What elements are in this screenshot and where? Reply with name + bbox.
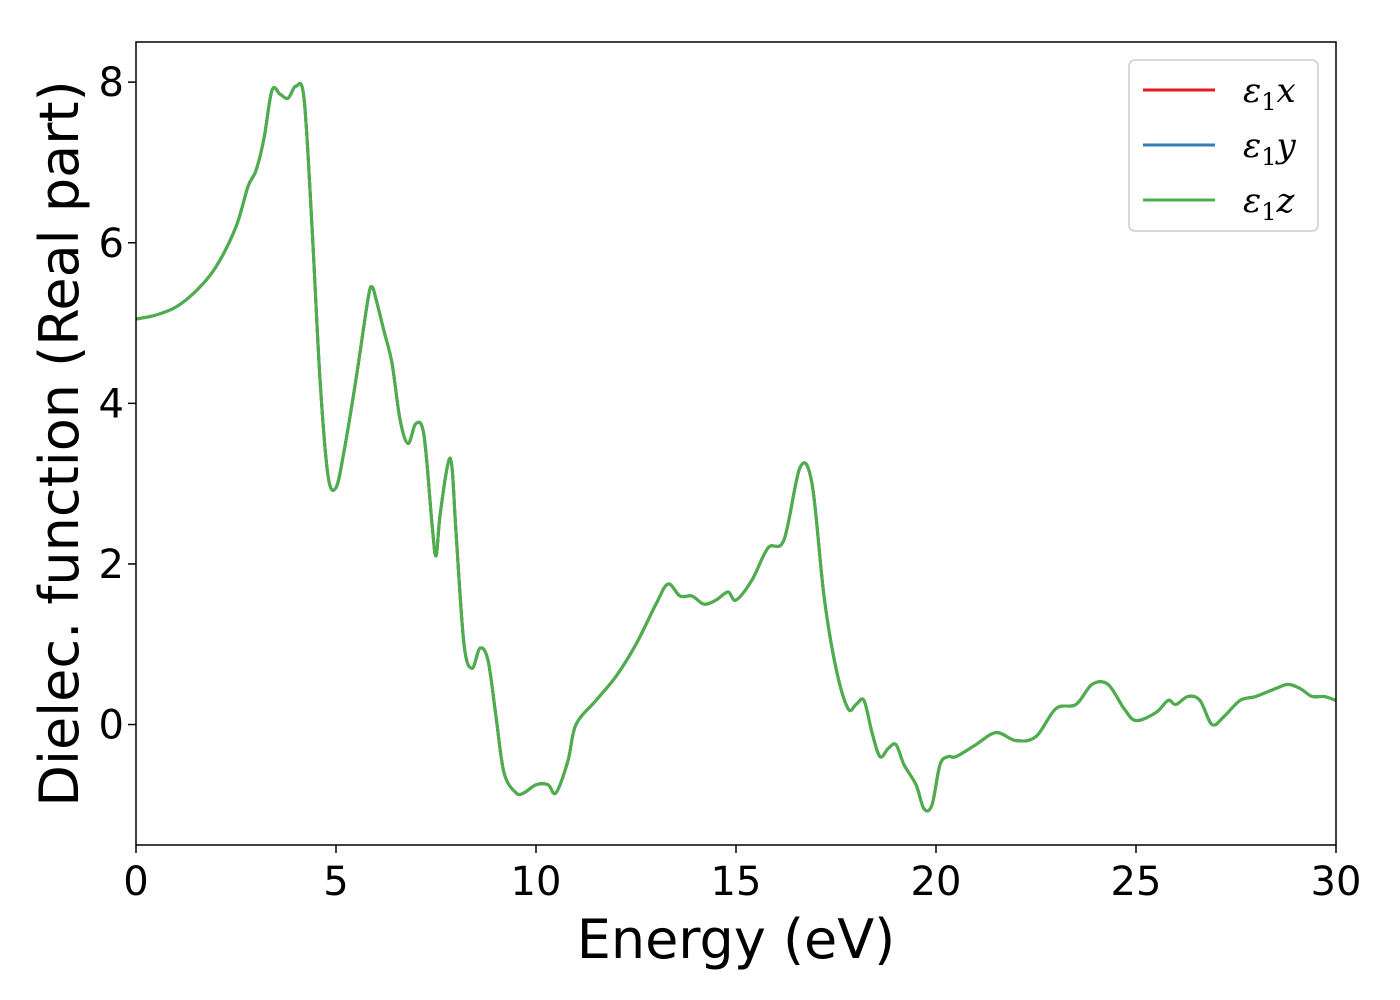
x-tick-label: 0: [123, 859, 148, 905]
y-tick-label: 0: [99, 703, 124, 749]
x-axis: 0 5 10 15 20 25 30: [123, 845, 1361, 905]
legend-label-x: ε1x: [1243, 71, 1296, 116]
y-tick-label: 6: [99, 221, 124, 267]
x-tick-label: 30: [1311, 859, 1362, 905]
x-tick-label: 15: [711, 859, 762, 905]
y-tick-label: 8: [99, 60, 124, 106]
legend-box: [1128, 59, 1319, 232]
x-tick-label: 25: [1111, 859, 1162, 905]
legend-label-y: ε1y: [1243, 126, 1297, 171]
y-axis: 0 2 4 6 8: [99, 60, 136, 749]
x-axis-label: Energy (eV): [577, 908, 896, 971]
y-tick-label: 4: [99, 381, 124, 427]
x-tick-label: 20: [911, 859, 962, 905]
x-tick-label: 10: [511, 859, 562, 905]
x-tick-label: 5: [323, 859, 348, 905]
series-layer: [136, 81, 1336, 813]
y-tick-label: 2: [99, 542, 124, 588]
series-line-z: [136, 81, 1336, 813]
legend-label-z: ε1z: [1243, 181, 1296, 226]
legend: ε1x ε1y ε1z: [1128, 59, 1319, 232]
y-axis-label: Dielec. function (Real part): [28, 80, 91, 806]
